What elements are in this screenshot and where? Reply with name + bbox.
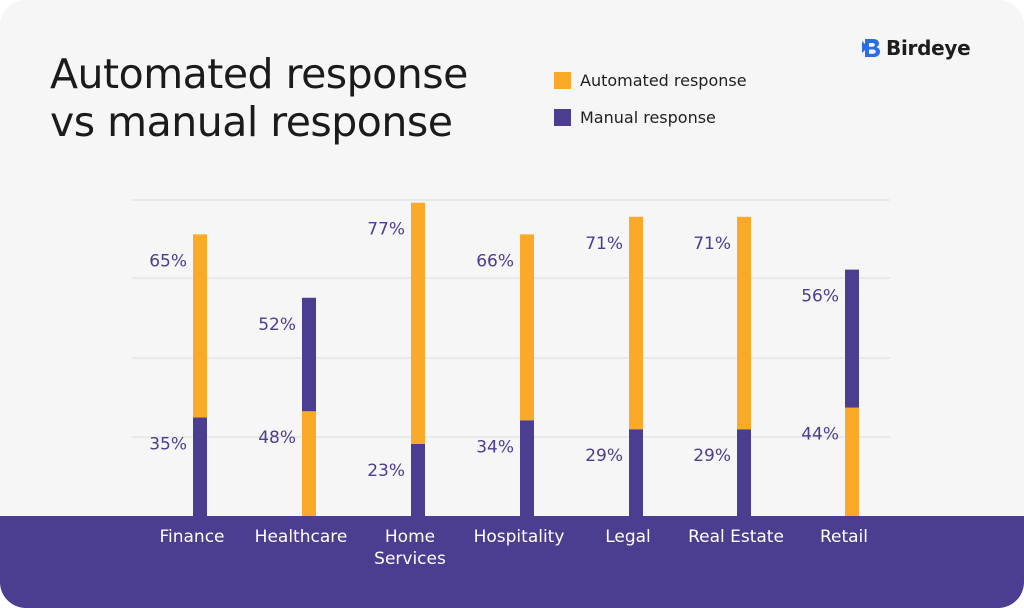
data-label-real-estate-manual: 29%: [693, 446, 731, 466]
legend-item-manual: Manual response: [554, 105, 747, 129]
category-label-line: Services: [374, 549, 446, 569]
data-label-healthcare-automated: 48%: [258, 428, 296, 448]
chart-title-line-2: vs manual response: [50, 98, 453, 146]
data-label-home-services-automated: 77%: [367, 220, 405, 240]
bar-hospitality-automated: [520, 234, 534, 421]
bar-healthcare-automated: [302, 411, 316, 516]
bar-hospitality-manual: [520, 420, 534, 516]
data-label-retail-manual: 56%: [801, 287, 839, 307]
bar-home-services-automated: [411, 202, 425, 444]
brand-logo: Birdeye: [862, 36, 971, 60]
category-label-line: Hospitality: [473, 527, 565, 547]
data-label-healthcare-manual: 52%: [258, 315, 296, 335]
category-axis-band: Finance Healthcare Home Services Hospitality…: [0, 516, 1024, 608]
legend-swatch-manual: [554, 108, 571, 126]
legend-label-automated: Automated response: [580, 70, 747, 90]
category-label-finance: Finance: [137, 526, 247, 548]
bar-finance-automated: [193, 234, 207, 418]
legend-label-manual: Manual response: [580, 107, 716, 127]
bar-real-estate-manual: [737, 429, 751, 516]
data-label-retail-automated: 44%: [801, 425, 839, 445]
category-label-line: Home: [384, 527, 436, 547]
data-label-real-estate-automated: 71%: [693, 234, 731, 254]
category-label-legal: Legal: [573, 526, 683, 548]
legend-swatch-automated: [554, 71, 571, 89]
data-label-home-services-manual: 23%: [367, 461, 405, 481]
category-label-line: Real Estate: [688, 527, 784, 547]
data-label-hospitality-automated: 66%: [476, 251, 514, 271]
data-label-finance-manual: 35%: [149, 434, 187, 454]
bar-legal-manual: [629, 429, 643, 516]
legend-item-automated: Automated response: [554, 68, 747, 92]
chart-title: Automated response vs manual response: [50, 50, 468, 146]
chart-legend: Automated response Manual response: [554, 68, 747, 142]
category-label-home-services: Home Services: [355, 526, 465, 570]
category-label-real-estate: Real Estate: [681, 526, 791, 548]
data-label-finance-automated: 65%: [149, 251, 187, 271]
category-label-line: Finance: [159, 527, 225, 547]
data-label-hospitality-manual: 34%: [476, 437, 514, 457]
data-label-legal-manual: 29%: [585, 446, 623, 466]
category-label-hospitality: Hospitality: [464, 526, 574, 548]
data-label-legal-automated: 71%: [585, 234, 623, 254]
bar-retail-manual: [845, 269, 859, 408]
category-label-retail: Retail: [789, 526, 899, 548]
chart-title-line-1: Automated response: [50, 50, 468, 98]
birdeye-logo-icon: [862, 39, 880, 57]
bar-home-services-manual: [411, 443, 425, 516]
category-label-line: Retail: [819, 527, 869, 547]
bar-legal-automated: [629, 216, 643, 430]
category-label-healthcare: Healthcare: [246, 526, 356, 548]
bar-finance-manual: [193, 417, 207, 516]
bar-retail-automated: [845, 407, 859, 516]
bar-real-estate-automated: [737, 216, 751, 430]
category-label-line: Legal: [605, 527, 651, 547]
category-label-line: Healthcare: [254, 527, 348, 547]
bar-healthcare-manual: [302, 297, 316, 412]
brand-name: Birdeye: [886, 36, 971, 60]
